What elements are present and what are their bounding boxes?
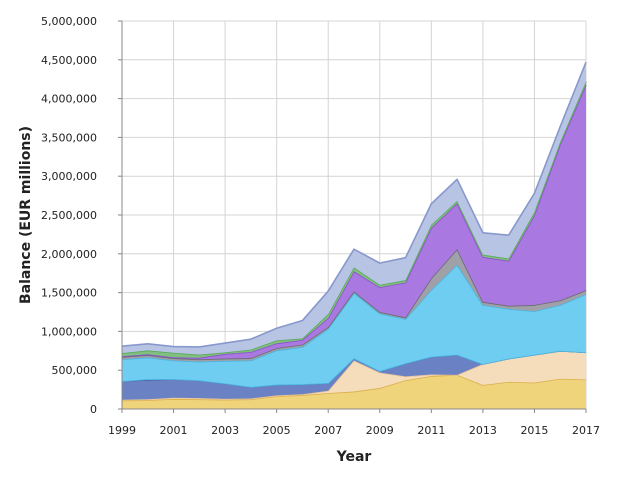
- area-series-9-edge: [121, 61, 587, 348]
- y-tick-label: 500,000: [52, 364, 98, 377]
- x-axis-title: Year: [336, 449, 372, 465]
- area-series-5: [122, 264, 586, 387]
- y-tick-label: 3,500,000: [41, 131, 97, 144]
- y-tick-labels: 0 500,000 1,000,000 1,500,000 2,000,000 2,500…: [41, 15, 122, 416]
- x-tick-label: 2007: [314, 424, 342, 437]
- y-tick-label: 1,500,000: [41, 287, 97, 300]
- x-tick-label: 2011: [417, 424, 445, 437]
- y-tick-label: 2,000,000: [41, 248, 97, 261]
- y-tick-label: 0: [90, 403, 97, 416]
- x-tick-labels: 1999 2001 2003 2005 2007 2009 2011 2013 2015 2017: [108, 409, 600, 437]
- y-tick-label: 4,500,000: [41, 54, 97, 67]
- area-series-2: [122, 350, 586, 401]
- area-series-group: [121, 61, 587, 409]
- y-tick-label: 4,000,000: [41, 93, 97, 106]
- x-tick-label: 2001: [160, 424, 188, 437]
- y-tick-label: 1,000,000: [41, 325, 97, 338]
- x-tick-label: 1999: [108, 424, 136, 437]
- y-axis-title: Balance (EUR millions): [18, 126, 34, 304]
- y-tick-label: 3,000,000: [41, 170, 97, 183]
- x-tick-label: 2015: [520, 424, 548, 437]
- y-tick-label: 2,500,000: [41, 209, 97, 222]
- y-tick-label: 5,000,000: [41, 15, 97, 28]
- x-tick-label: 2009: [366, 424, 394, 437]
- x-tick-label: 2013: [469, 424, 497, 437]
- x-tick-label: 2003: [211, 424, 239, 437]
- x-tick-label: 2005: [263, 424, 291, 437]
- x-tick-label: 2017: [572, 424, 600, 437]
- area-series-3: [122, 350, 586, 400]
